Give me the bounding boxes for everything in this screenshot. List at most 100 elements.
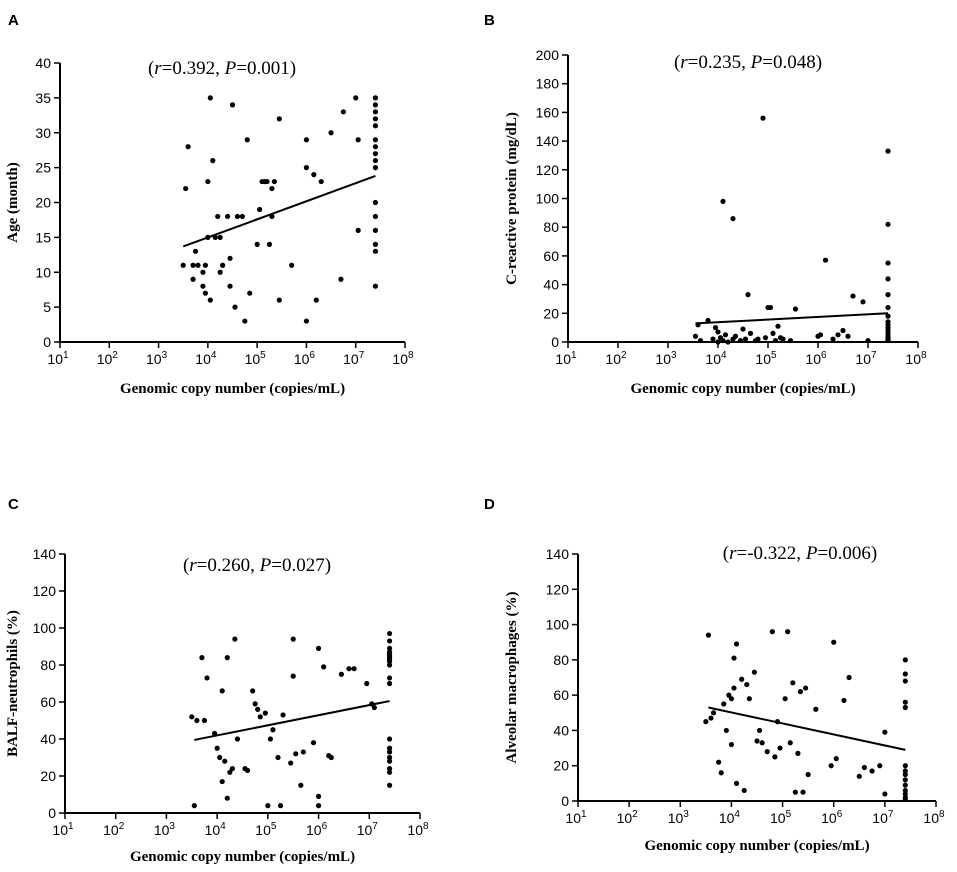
x-tick-label: 108 xyxy=(905,350,927,367)
x-tick-label: 106 xyxy=(294,350,316,367)
data-point xyxy=(210,158,216,164)
data-point xyxy=(869,768,875,774)
data-point xyxy=(725,339,731,345)
data-point xyxy=(190,262,196,268)
y-tick-label: 140 xyxy=(536,133,560,149)
data-point xyxy=(902,657,908,663)
data-point xyxy=(760,115,766,121)
data-point xyxy=(787,740,793,746)
data-point xyxy=(254,241,260,247)
x-tick-label: 106 xyxy=(805,350,827,367)
correlation-annotation: (r=0.392, P=0.001) xyxy=(148,58,296,79)
data-point xyxy=(731,655,737,661)
data-point xyxy=(315,645,322,651)
scatter-chart-a: 0 5 10 15 20 25 30 35 40 101 102 103 104 105 106 107 108… xyxy=(5,55,414,397)
y-tick-label: 120 xyxy=(33,583,57,599)
data-point xyxy=(386,749,393,755)
regression-line xyxy=(695,312,889,325)
data-point xyxy=(902,699,908,705)
y-tick-label: 80 xyxy=(553,652,569,668)
y-axis-title: Age (month) xyxy=(5,162,21,242)
y-tick-label: 200 xyxy=(536,47,560,63)
data-point xyxy=(695,322,701,328)
data-point xyxy=(266,241,273,247)
data-point xyxy=(846,674,852,681)
data-point xyxy=(200,283,206,289)
data-point xyxy=(845,333,851,339)
data-point xyxy=(733,641,740,647)
data-point xyxy=(215,213,221,220)
data-point xyxy=(265,803,271,809)
data-point xyxy=(183,185,189,192)
x-tick-label: 101 xyxy=(555,350,577,367)
x-tick-label: 101 xyxy=(565,809,587,826)
correlation-annotation: (r=0.260, P=0.027) xyxy=(183,555,331,576)
y-tick-label: 40 xyxy=(40,731,56,747)
data-point xyxy=(372,102,379,108)
data-point xyxy=(205,234,211,240)
data-point xyxy=(860,299,866,305)
y-axis-title: C-reactive protein (mg/dL) xyxy=(504,112,520,285)
data-point xyxy=(267,736,273,742)
data-point xyxy=(902,782,908,788)
data-point xyxy=(762,335,769,341)
x-tick-label: 108 xyxy=(923,809,945,826)
data-point xyxy=(372,248,379,254)
data-point xyxy=(885,313,891,319)
data-point xyxy=(787,337,794,344)
data-point xyxy=(792,789,798,795)
data-point xyxy=(328,754,334,761)
data-point xyxy=(289,262,295,268)
data-point xyxy=(244,767,251,774)
y-tick-label: 60 xyxy=(40,694,56,710)
data-point xyxy=(764,749,770,755)
correlation-annotation: (r=0.235, P=0.048) xyxy=(674,52,822,73)
data-point xyxy=(386,754,393,761)
data-point xyxy=(731,685,737,691)
data-point xyxy=(777,745,783,751)
data-point xyxy=(710,336,716,342)
data-point xyxy=(372,137,379,143)
data-point xyxy=(718,770,724,776)
data-point xyxy=(290,673,296,679)
data-point xyxy=(194,717,200,724)
data-point xyxy=(214,745,220,751)
data-point xyxy=(774,719,781,725)
x-tick-label: 102 xyxy=(605,350,627,367)
data-point xyxy=(885,260,891,266)
x-tick-label: 105 xyxy=(770,809,792,826)
data-point xyxy=(840,327,846,334)
data-point xyxy=(190,276,196,282)
data-point xyxy=(800,789,806,795)
y-tick-label: 180 xyxy=(536,76,560,92)
data-point xyxy=(200,269,206,275)
data-point xyxy=(318,178,324,185)
data-point xyxy=(877,763,883,769)
data-point xyxy=(705,632,712,638)
data-point xyxy=(841,697,847,704)
data-point xyxy=(298,782,304,788)
data-point xyxy=(369,701,375,707)
data-point xyxy=(355,137,361,143)
data-point xyxy=(338,276,344,282)
x-axis-title: Genomic copy number (copies/mL) xyxy=(644,838,869,854)
data-point xyxy=(222,758,228,764)
data-point xyxy=(775,323,781,329)
data-point xyxy=(386,758,393,764)
y-tick-label: 100 xyxy=(536,191,560,207)
regression-line xyxy=(182,175,376,248)
data-point xyxy=(372,158,379,164)
regression-line xyxy=(194,700,390,741)
x-tick-label: 107 xyxy=(855,350,877,367)
data-point xyxy=(212,730,218,737)
x-tick-label: 103 xyxy=(154,821,176,838)
data-point xyxy=(372,116,379,122)
data-point xyxy=(740,326,746,332)
panel-label: B xyxy=(484,12,495,29)
x-tick-label: 104 xyxy=(195,350,217,367)
data-point xyxy=(303,165,310,171)
data-point xyxy=(770,330,776,336)
data-point xyxy=(257,714,263,720)
panel-d: D 0 20 40 60 80 100 120 140 101 102 103 104 105 106 10… xyxy=(478,436,956,872)
data-point xyxy=(710,710,717,716)
